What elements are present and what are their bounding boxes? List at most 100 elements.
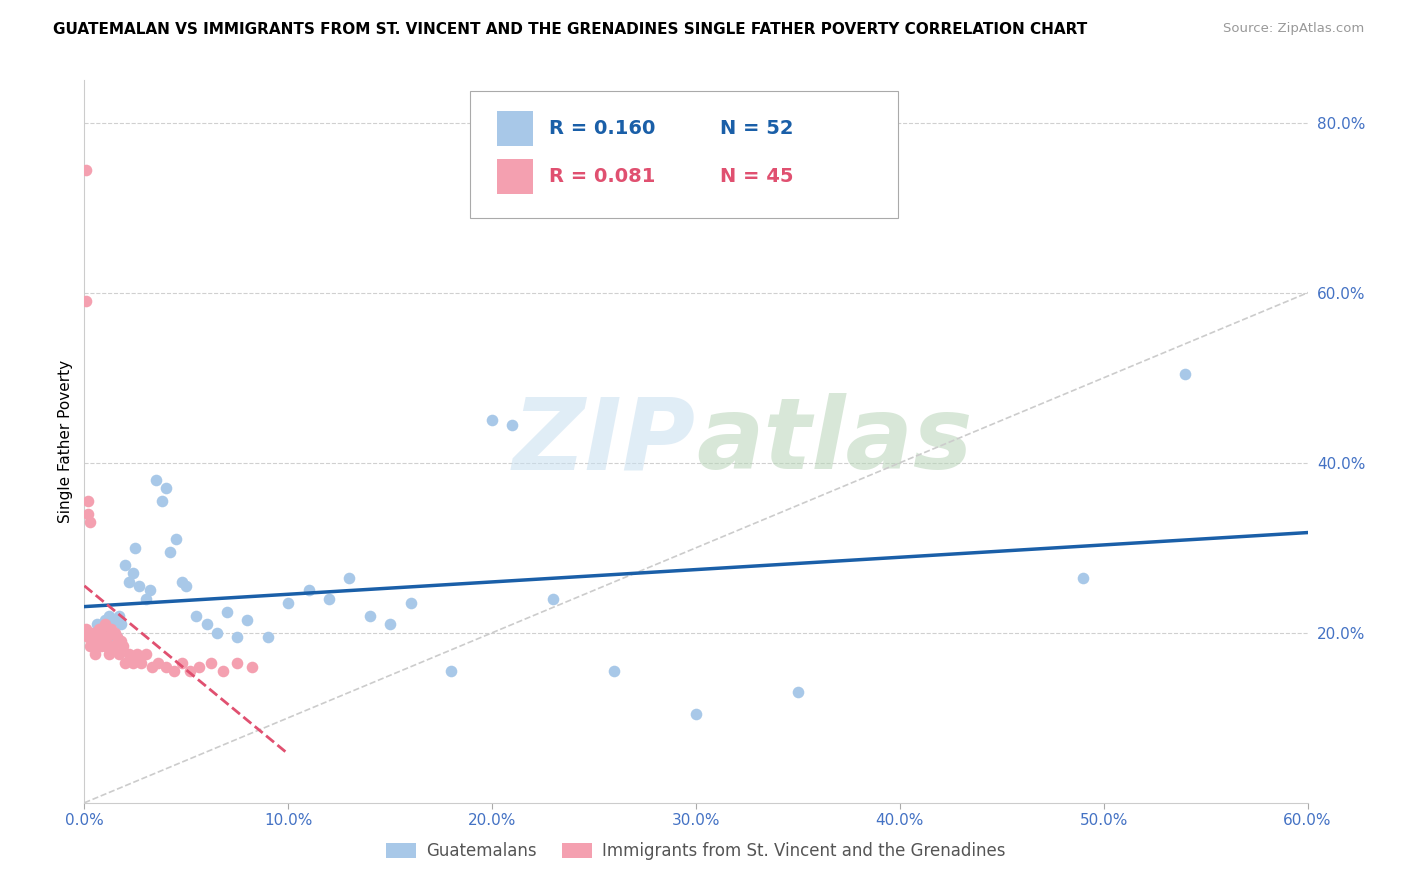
Point	[1174, 367, 1197, 381]
Point	[787, 685, 810, 699]
Point	[163, 664, 186, 678]
Point	[236, 613, 259, 627]
Point	[502, 417, 524, 432]
Point	[603, 664, 626, 678]
Point	[79, 516, 101, 530]
Point	[77, 507, 100, 521]
FancyBboxPatch shape	[496, 112, 533, 146]
Point	[96, 622, 118, 636]
Point	[97, 608, 120, 623]
Point	[187, 660, 209, 674]
Point	[127, 647, 149, 661]
Point	[105, 630, 128, 644]
Point	[155, 481, 177, 495]
Point	[114, 558, 136, 572]
Point	[195, 617, 218, 632]
Text: N = 52: N = 52	[720, 120, 794, 138]
Point	[226, 656, 249, 670]
Point	[100, 622, 122, 636]
Point	[118, 574, 141, 589]
Point	[298, 583, 321, 598]
Point	[93, 617, 115, 632]
Text: atlas: atlas	[696, 393, 973, 490]
FancyBboxPatch shape	[470, 91, 898, 218]
Point	[359, 608, 381, 623]
Point	[399, 596, 422, 610]
Text: Source: ZipAtlas.com: Source: ZipAtlas.com	[1223, 22, 1364, 36]
Point	[110, 634, 132, 648]
Point	[543, 591, 565, 606]
Point	[83, 630, 105, 644]
Point	[86, 639, 108, 653]
Point	[91, 630, 114, 644]
Point	[79, 639, 101, 653]
Point	[75, 622, 97, 636]
Point	[146, 656, 169, 670]
Point	[135, 591, 157, 606]
Legend: Guatemalans, Immigrants from St. Vincent and the Grenadines: Guatemalans, Immigrants from St. Vincent…	[380, 836, 1012, 867]
Point	[159, 545, 181, 559]
Point	[277, 596, 299, 610]
Point	[141, 660, 163, 674]
Point	[172, 574, 194, 589]
Point	[90, 625, 112, 640]
Point	[172, 656, 194, 670]
Point	[93, 613, 115, 627]
Point	[91, 630, 114, 644]
Point	[100, 634, 122, 648]
Point	[96, 630, 118, 644]
Point	[339, 570, 361, 584]
Point	[1073, 570, 1095, 584]
Point	[105, 630, 128, 644]
Text: N = 45: N = 45	[720, 167, 794, 186]
Point	[77, 494, 100, 508]
Text: R = 0.160: R = 0.160	[550, 120, 655, 138]
Point	[226, 630, 249, 644]
Point	[165, 533, 187, 547]
Point	[112, 639, 135, 653]
Point	[186, 608, 208, 623]
Point	[131, 656, 153, 670]
Point	[77, 630, 100, 644]
Point	[90, 639, 112, 653]
Point	[138, 583, 160, 598]
Point	[86, 617, 108, 632]
Point	[75, 162, 97, 177]
Point	[318, 591, 340, 606]
Point	[685, 706, 707, 721]
Point	[145, 473, 167, 487]
Point	[240, 660, 263, 674]
Text: R = 0.081: R = 0.081	[550, 167, 655, 186]
Point	[108, 647, 131, 661]
Point	[200, 656, 222, 670]
Point	[205, 625, 228, 640]
Point	[257, 630, 280, 644]
Point	[150, 494, 173, 508]
Point	[83, 634, 105, 648]
Point	[93, 639, 115, 653]
Point	[108, 608, 131, 623]
Point	[75, 294, 97, 309]
Point	[118, 647, 141, 661]
Point	[82, 625, 104, 640]
Point	[114, 656, 136, 670]
Point	[87, 622, 110, 636]
Text: GUATEMALAN VS IMMIGRANTS FROM ST. VINCENT AND THE GRENADINES SINGLE FATHER POVER: GUATEMALAN VS IMMIGRANTS FROM ST. VINCEN…	[53, 22, 1088, 37]
Point	[128, 579, 150, 593]
Text: ZIP: ZIP	[513, 393, 696, 490]
Point	[122, 656, 145, 670]
Point	[174, 579, 197, 593]
Point	[104, 625, 127, 640]
Point	[87, 639, 110, 653]
FancyBboxPatch shape	[496, 159, 533, 194]
Point	[217, 605, 239, 619]
Point	[79, 625, 101, 640]
Point	[440, 664, 463, 678]
Point	[179, 664, 201, 678]
Point	[155, 660, 177, 674]
Point	[124, 541, 146, 555]
Y-axis label: Single Father Poverty: Single Father Poverty	[58, 360, 73, 523]
Point	[86, 630, 108, 644]
Point	[97, 647, 120, 661]
Point	[380, 617, 402, 632]
